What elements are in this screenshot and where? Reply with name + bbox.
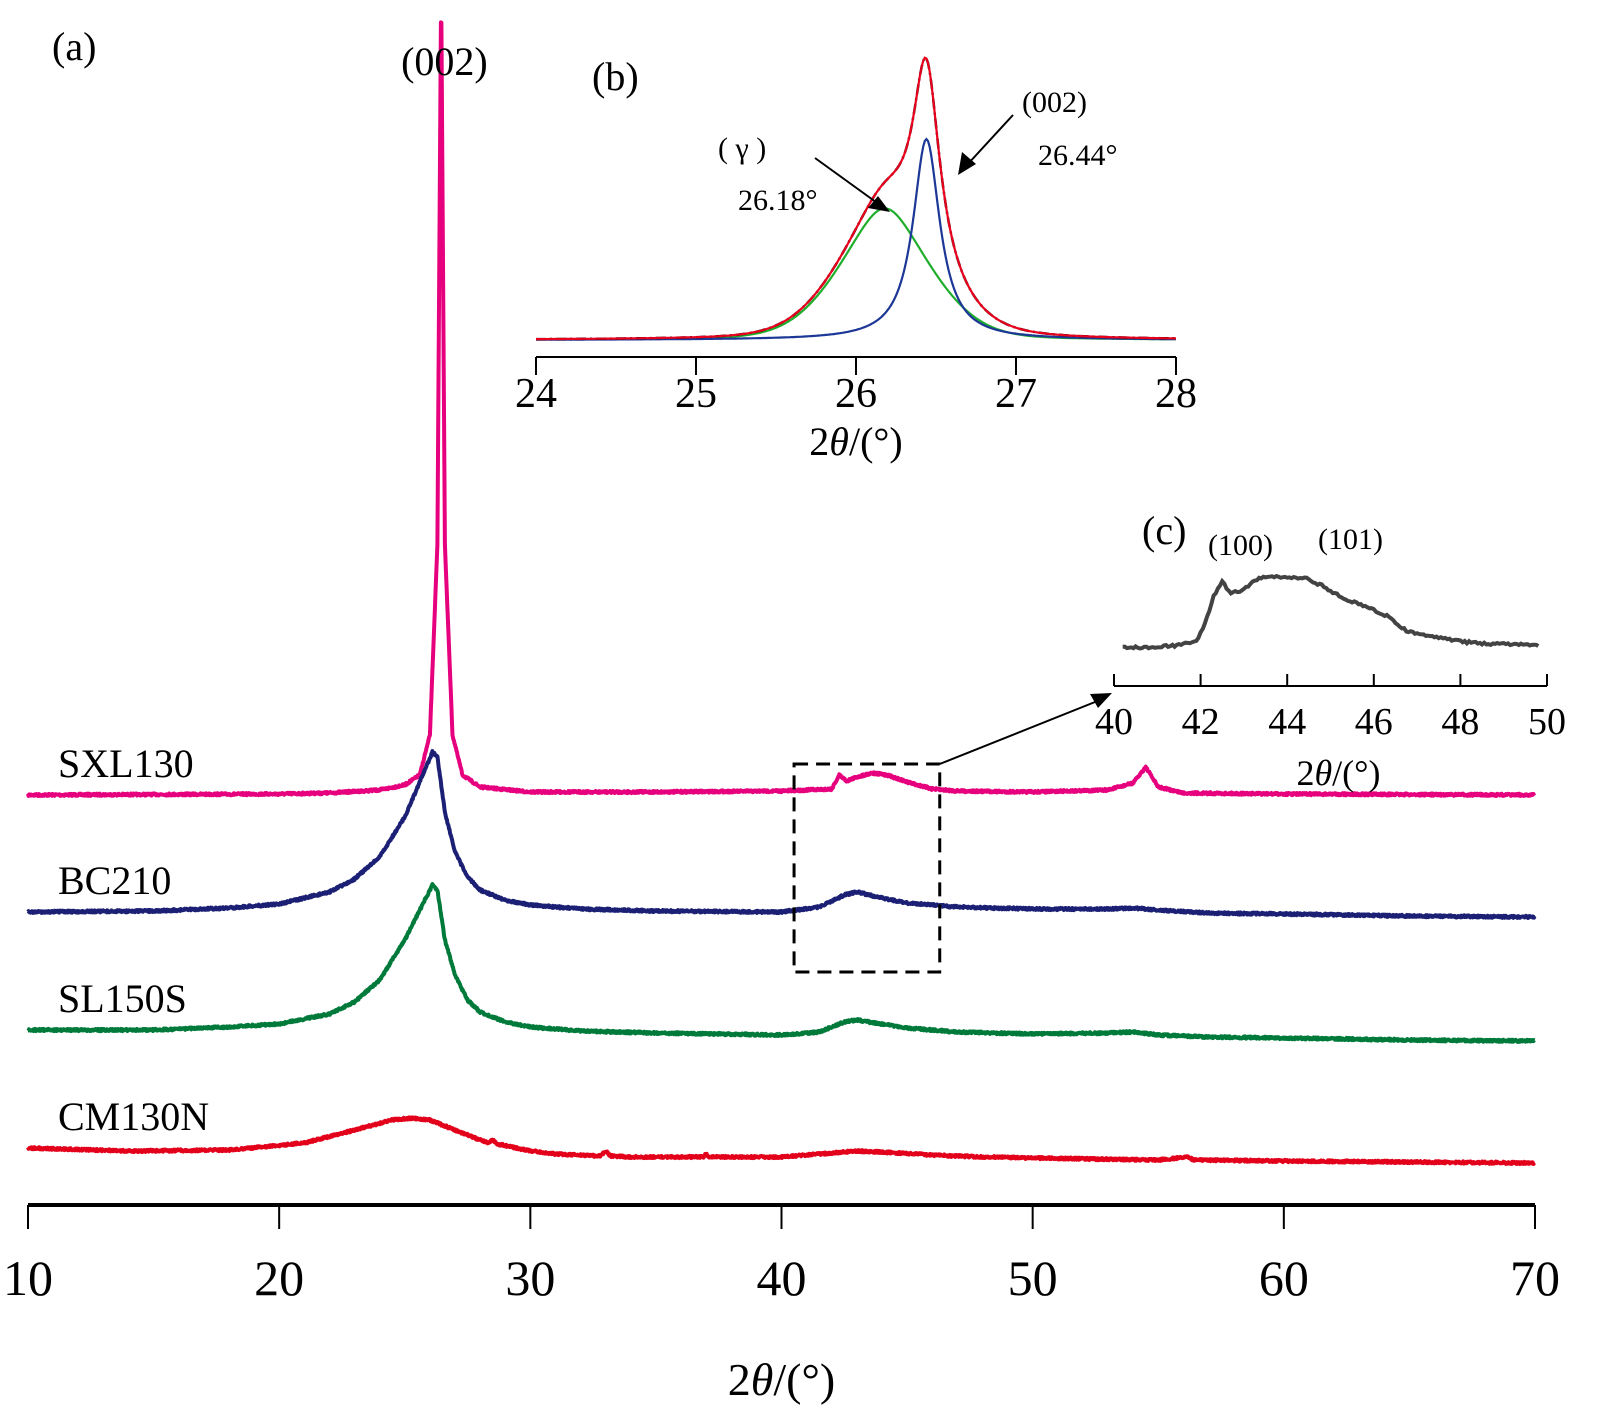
series-label-BC210: BC210: [58, 858, 171, 903]
series-line-BC210: [26, 749, 1537, 920]
gamma-position: 26.18°: [738, 184, 818, 217]
series-label-SL150S: SL150S: [58, 976, 187, 1021]
x-label-suffix: /(°): [1332, 753, 1380, 793]
panel-c-x-axis-label: 2θ/(°): [1296, 753, 1380, 793]
gamma-label: ( γ ): [718, 132, 766, 165]
x-tick-label: 50: [1008, 1250, 1058, 1306]
x-tick-label: 40: [1095, 701, 1133, 743]
x-tick-label: 25: [675, 371, 717, 417]
x-label-prefix: 2: [1296, 753, 1314, 793]
x-label-suffix: /(°): [773, 1354, 835, 1405]
gamma-arrow: [814, 157, 890, 212]
series-line-SXL130: [26, 20, 1537, 798]
x-tick-label: 10: [3, 1250, 53, 1306]
x-tick-label: 27: [995, 371, 1037, 417]
inset-b-fit-total: [536, 56, 1176, 341]
x-label-theta: θ: [1314, 753, 1332, 793]
x-tick-label: 20: [254, 1250, 304, 1306]
x-label-prefix: 2: [728, 1354, 751, 1405]
panel-b-x-axis-label: 2θ/(°): [809, 419, 902, 464]
panel-b-label: (b): [592, 54, 639, 99]
panel-c-label: (c): [1142, 508, 1186, 553]
x-label-prefix: 2: [809, 419, 829, 464]
series-line-SL150S: [26, 882, 1536, 1044]
panel-c-inset: (c) (100) (101) 40 42 44 46 48 50 2θ/(°): [1095, 508, 1566, 793]
inset-c-line: [1122, 573, 1540, 651]
x-tick-label: 50: [1528, 701, 1566, 743]
x-tick-label: 60: [1259, 1250, 1309, 1306]
series-line-CM130N: [26, 1115, 1537, 1166]
panel-a-series-labels: SXL130 BC210 SL150S CM130N: [58, 741, 209, 1139]
series-label-CM130N: CM130N: [58, 1094, 209, 1139]
x-label-suffix: /(°): [849, 419, 903, 464]
x-tick-label: 48: [1441, 701, 1479, 743]
peak-002-position: 26.44°: [1038, 139, 1118, 172]
x-tick-label: 42: [1182, 701, 1220, 743]
panel-b-inset: (b) 24 25 26 27 28 2θ/(°) ( γ ) 26.18° (002)…: [515, 54, 1197, 464]
x-label-theta: θ: [751, 1354, 774, 1405]
x-tick-label: 28: [1155, 371, 1197, 417]
peak-002-arrow: [958, 114, 1014, 175]
zoom-region-box: [792, 762, 942, 974]
panel-a: (a) SXL130 BC210 SL150S CM130N (002) 10 20 30…: [3, 20, 1560, 1405]
peak-100-label: (100): [1208, 529, 1273, 562]
peak-002-annotation: (002): [401, 39, 488, 84]
panel-b-x-axis: 24 25 26 27 28: [515, 356, 1197, 417]
x-tick-label: 26: [835, 371, 877, 417]
panel-a-series: [26, 20, 1537, 1166]
panel-c-series: [1122, 573, 1540, 651]
panel-a-x-axis: 10 20 30 40 50 60 70: [3, 1203, 1560, 1306]
panel-a-x-axis-label: 2θ/(°): [728, 1354, 835, 1405]
zoom-link-arrowhead: [1090, 693, 1112, 708]
x-tick-label: 24: [515, 371, 557, 417]
x-tick-label: 40: [757, 1250, 807, 1306]
x-tick-label: 46: [1355, 701, 1393, 743]
peak-101-label: (101): [1318, 523, 1383, 556]
peak-002-label: (002): [1022, 86, 1087, 119]
panel-a-label: (a): [52, 24, 96, 69]
x-tick-label: 70: [1510, 1250, 1560, 1306]
x-tick-label: 30: [505, 1250, 555, 1306]
panel-c-x-axis: 40 42 44 46 48 50: [1095, 674, 1566, 743]
series-label-SXL130: SXL130: [58, 741, 194, 786]
x-label-theta: θ: [829, 419, 849, 464]
x-tick-label: 44: [1268, 701, 1306, 743]
zoom-link-arrow: [939, 699, 1101, 765]
panel-b-series: [536, 56, 1177, 341]
